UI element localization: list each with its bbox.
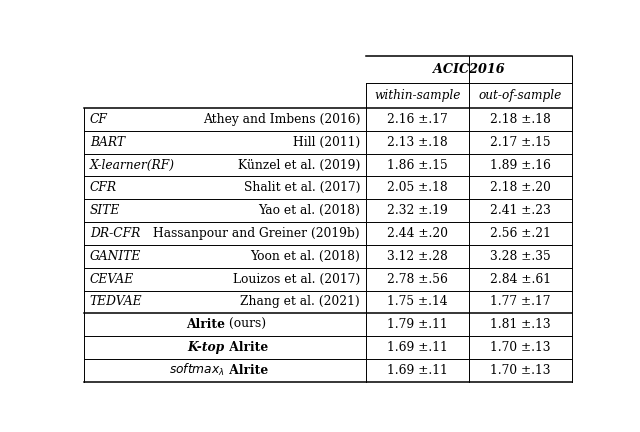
Text: Shalit et al. (2017): Shalit et al. (2017)	[244, 181, 360, 194]
Text: Hill (2011): Hill (2011)	[293, 136, 360, 149]
Text: Alrite: Alrite	[225, 341, 268, 354]
Text: 1.75 ±.14: 1.75 ±.14	[387, 295, 448, 308]
Text: 2.78 ±.56: 2.78 ±.56	[387, 273, 448, 286]
Text: 1.70 ±.13: 1.70 ±.13	[490, 364, 551, 377]
Text: 2.13 ±.18: 2.13 ±.18	[387, 136, 448, 149]
Text: 2.41 ±.23: 2.41 ±.23	[490, 204, 551, 217]
Text: Louizos et al. (2017): Louizos et al. (2017)	[233, 273, 360, 286]
Text: CFR: CFR	[90, 181, 117, 194]
Text: (ours): (ours)	[225, 318, 266, 331]
Text: 2.18 ±.18: 2.18 ±.18	[490, 113, 551, 126]
Text: 1.70 ±.13: 1.70 ±.13	[490, 341, 551, 354]
Text: CF: CF	[90, 113, 108, 126]
Text: 2.17 ±.15: 2.17 ±.15	[490, 136, 551, 149]
Text: 1.79 ±.11: 1.79 ±.11	[387, 318, 448, 331]
Text: 2.56 ±.21: 2.56 ±.21	[490, 227, 551, 240]
Text: TEDVAE: TEDVAE	[90, 295, 143, 308]
Text: 2.16 ±.17: 2.16 ±.17	[387, 113, 448, 126]
Text: 1.89 ±.16: 1.89 ±.16	[490, 159, 551, 172]
Text: Künzel et al. (2019): Künzel et al. (2019)	[237, 159, 360, 172]
Text: out-of-sample: out-of-sample	[479, 89, 562, 102]
Text: Hassanpour and Greiner (2019b): Hassanpour and Greiner (2019b)	[154, 227, 360, 240]
Text: 2.05 ±.18: 2.05 ±.18	[387, 181, 448, 194]
Text: CEVAE: CEVAE	[90, 273, 134, 286]
Text: 3.28 ±.35: 3.28 ±.35	[490, 250, 551, 263]
Text: K-top: K-top	[188, 341, 225, 354]
Text: within-sample: within-sample	[374, 89, 461, 102]
Text: GANITE: GANITE	[90, 250, 141, 263]
Text: 3.12 ±.28: 3.12 ±.28	[387, 250, 448, 263]
Text: Zhang et al. (2021): Zhang et al. (2021)	[241, 295, 360, 308]
Text: 1.77 ±.17: 1.77 ±.17	[490, 295, 551, 308]
Text: 2.44 ±.20: 2.44 ±.20	[387, 227, 448, 240]
Text: Yoon et al. (2018): Yoon et al. (2018)	[250, 250, 360, 263]
Text: 2.84 ±.61: 2.84 ±.61	[490, 273, 551, 286]
Text: 1.86 ±.15: 1.86 ±.15	[387, 159, 448, 172]
Text: X-learner(RF): X-learner(RF)	[90, 159, 175, 172]
Text: 1.69 ±.11: 1.69 ±.11	[387, 341, 448, 354]
Text: 1.81 ±.13: 1.81 ±.13	[490, 318, 551, 331]
Text: Yao et al. (2018): Yao et al. (2018)	[258, 204, 360, 217]
Text: $\mathit{softmax}_\lambda$: $\mathit{softmax}_\lambda$	[169, 362, 225, 378]
Text: 2.32 ±.19: 2.32 ±.19	[387, 204, 448, 217]
Text: Alrite: Alrite	[186, 318, 225, 331]
Text: ACIC2016: ACIC2016	[433, 63, 505, 76]
Text: Athey and Imbens (2016): Athey and Imbens (2016)	[203, 113, 360, 126]
Text: BART: BART	[90, 136, 125, 149]
Text: DR-CFR: DR-CFR	[90, 227, 140, 240]
Text: Alrite: Alrite	[225, 364, 268, 377]
Text: SITE: SITE	[90, 204, 120, 217]
Text: 2.18 ±.20: 2.18 ±.20	[490, 181, 551, 194]
Text: 1.69 ±.11: 1.69 ±.11	[387, 364, 448, 377]
